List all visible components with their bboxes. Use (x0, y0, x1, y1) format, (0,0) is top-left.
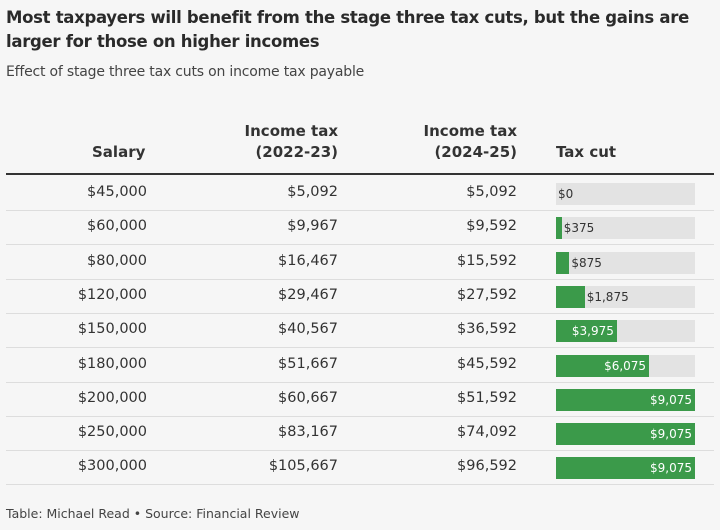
tax-cut-bar (556, 388, 695, 411)
tax-cut-label: $6,075 (604, 358, 647, 373)
tax-cut-label: $9,075 (650, 392, 692, 407)
income-tax-2024-cell: $5,092 (466, 184, 517, 200)
chart-title: Most taxpayers will benefit from the sta… (6, 8, 689, 51)
footer-credit: Table: Michael Read • Source: Financial … (6, 506, 300, 521)
table-row: $120,000 $29,467 $27,592 $1,875 (6, 279, 714, 314)
tax-cut-bar (556, 320, 617, 343)
table-row: $200,000 $60,667 $51,592 $9,075 (6, 382, 714, 417)
tax-cut-track: $9,075 (556, 388, 695, 411)
tax-cut-bar (556, 423, 695, 446)
tax-cut-bar (556, 285, 585, 308)
table-row: $180,000 $51,667 $45,592 $6,075 (6, 348, 714, 383)
income-tax-2024-cell: $27,592 (457, 286, 517, 303)
tax-cut-label: $9,075 (650, 461, 692, 476)
tax-cut-track: $0 (556, 183, 695, 205)
income-tax-2024-cell: $15,592 (457, 252, 517, 269)
income-tax-2022-cell: $9,967 (287, 218, 338, 235)
tax-cut-label: $9,075 (650, 427, 692, 442)
header-salary: Salary (92, 143, 146, 161)
tax-cut-bar (556, 251, 570, 274)
header-income-tax-2024: Income tax (2024-25) (424, 121, 517, 163)
tax-cut-track: $9,075 (556, 457, 695, 480)
salary-cell: $60,000 (87, 218, 147, 235)
salary-cell: $150,000 (77, 321, 147, 338)
table-row: $60,000 $9,967 $9,592 $375 (6, 210, 714, 246)
tax-cut-bar (556, 354, 650, 377)
salary-cell: $80,000 (87, 252, 147, 269)
salary-cell: $180,000 (77, 355, 147, 372)
tax-cut-label: $0 (558, 187, 574, 201)
tax-cut-track: $3,975 (556, 320, 695, 343)
salary-cell: $120,000 (77, 286, 147, 303)
header-rule (6, 173, 714, 175)
income-tax-2024-cell: $36,592 (457, 321, 517, 338)
table-row: $45,000 $5,092 $5,092 $0 (6, 176, 714, 211)
tax-cut-track: $1,875 (556, 285, 695, 308)
income-tax-2024-cell: $9,592 (466, 218, 517, 235)
header-income-tax-2022: Income tax (2022-23) (245, 121, 338, 163)
salary-cell: $300,000 (77, 458, 147, 475)
income-tax-2022-cell: $83,167 (278, 424, 338, 441)
income-tax-2024-cell: $96,592 (457, 458, 517, 475)
income-tax-2024-cell: $45,592 (457, 355, 517, 372)
tax-cut-label: $875 (571, 255, 602, 270)
header-tax-cut: Tax cut (556, 143, 617, 161)
income-tax-2022-cell: $5,092 (287, 184, 338, 200)
table-row: $300,000 $105,667 $96,592 $9,075 (6, 450, 714, 486)
income-tax-2022-cell: $16,467 (278, 252, 338, 269)
income-tax-2022-cell: $60,667 (278, 389, 338, 406)
income-tax-2022-cell: $29,467 (278, 286, 338, 303)
tax-cut-label: $3,975 (571, 324, 614, 339)
income-tax-2024-cell: $74,092 (457, 424, 517, 441)
tax-cut-bar (556, 457, 695, 480)
income-tax-2022-cell: $51,667 (278, 355, 338, 372)
header-line: Income tax (244, 122, 338, 140)
income-tax-2022-cell: $40,567 (278, 321, 338, 338)
header-line: (2022-23) (255, 143, 338, 161)
income-tax-2024-cell: $51,592 (457, 389, 517, 406)
salary-cell: $45,000 (87, 184, 147, 200)
income-tax-2022-cell: $105,667 (268, 458, 338, 475)
tax-cut-track: $875 (556, 251, 695, 274)
tax-cut-track: $375 (556, 217, 695, 240)
salary-cell: $200,000 (77, 389, 147, 406)
header-line: Income tax (423, 122, 517, 140)
table-row: $150,000 $40,567 $36,592 $3,975 (6, 313, 714, 349)
table-row: $250,000 $83,167 $74,092 $9,075 (6, 416, 714, 452)
tax-cut-track: $9,075 (556, 423, 695, 446)
salary-cell: $250,000 (77, 424, 147, 441)
tax-cut-label: $375 (563, 221, 595, 236)
header-line: (2024-25) (434, 143, 517, 161)
tax-cut-label: $1,875 (586, 289, 629, 304)
tax-cut-track: $6,075 (556, 354, 695, 377)
chart-subtitle: Effect of stage three tax cuts on income… (6, 64, 365, 80)
tax-cut-bar (556, 217, 562, 240)
table-row: $80,000 $16,467 $15,592 $875 (6, 245, 714, 280)
